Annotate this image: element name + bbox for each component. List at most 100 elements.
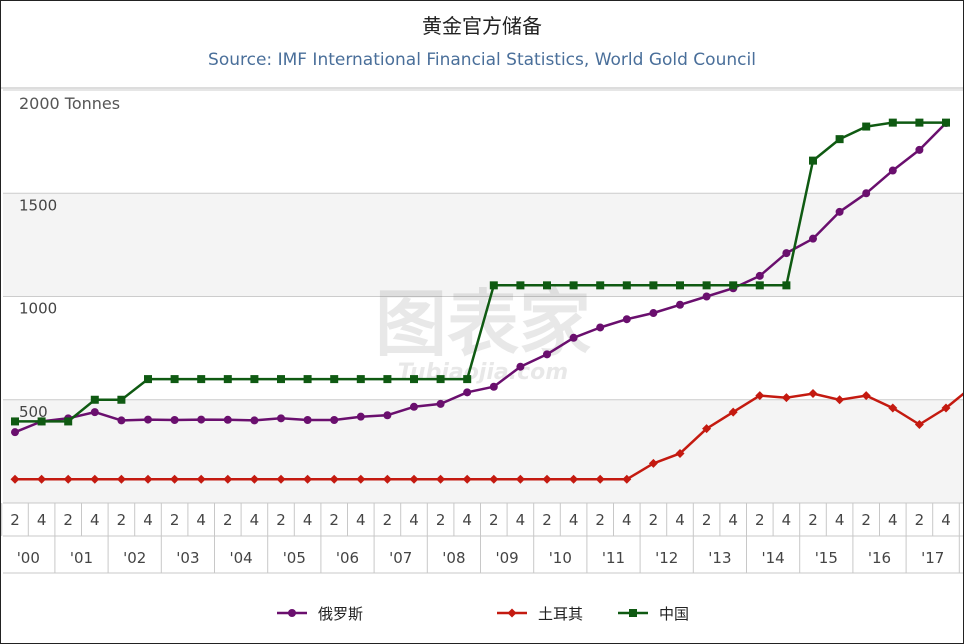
series-line [14, 122, 947, 434]
x-half-label: 4 [782, 511, 792, 529]
x-half-label: 2 [542, 511, 552, 529]
data-point [462, 474, 472, 484]
data-point [410, 375, 418, 384]
data-point [861, 391, 871, 401]
data-point [37, 474, 47, 484]
x-half-label: 2 [223, 511, 233, 529]
data-point [862, 122, 871, 131]
data-point [915, 118, 924, 127]
data-point [197, 415, 206, 424]
x-half-label: 2 [489, 511, 499, 529]
data-point [809, 234, 817, 243]
data-point [622, 281, 631, 290]
data-point [436, 399, 445, 408]
plot-band [3, 193, 963, 297]
legend-marker [507, 608, 517, 618]
x-half-label: 2 [117, 511, 127, 529]
series-line [15, 121, 946, 423]
watermark-sub: Tubiaojia.com [398, 360, 568, 385]
data-point [116, 474, 126, 484]
data-point [808, 389, 818, 399]
data-point [596, 323, 605, 332]
y-unit-label: 2000 Tonnes [19, 94, 120, 113]
x-half-label: 4 [941, 511, 951, 529]
data-point [170, 415, 179, 424]
data-point [276, 474, 286, 484]
data-point [410, 402, 418, 411]
data-point [90, 474, 100, 484]
x-year-label: '14 [761, 549, 784, 567]
x-half-label: 2 [755, 511, 765, 529]
legend-item[interactable]: 俄罗斯 [277, 605, 363, 623]
x-half-label: 4 [90, 511, 100, 529]
data-point [516, 362, 525, 371]
data-point [729, 281, 738, 290]
data-point [37, 417, 46, 426]
data-point [781, 393, 791, 403]
y-tick-label: 500 [19, 403, 48, 421]
legend-item[interactable]: 中国 [618, 605, 689, 623]
series-2 [11, 118, 950, 426]
data-point [755, 271, 764, 280]
data-point [170, 474, 180, 484]
x-half-label: 2 [702, 511, 712, 529]
x-half-label: 2 [808, 511, 818, 529]
x-year-label: '03 [176, 549, 199, 567]
x-year-label: '17 [921, 549, 944, 567]
x-half-label: 4 [728, 511, 738, 529]
x-half-label: 2 [915, 511, 925, 529]
data-point [515, 474, 525, 484]
legend-item[interactable]: 土耳其 [497, 605, 583, 623]
data-point [64, 417, 73, 426]
data-point [277, 375, 285, 384]
data-point [888, 166, 897, 175]
data-point [90, 395, 99, 404]
data-point [489, 474, 499, 484]
data-point [622, 474, 632, 484]
x-half-label: 4 [462, 511, 472, 529]
x-year-label: '15 [815, 549, 838, 567]
data-point [675, 448, 685, 458]
x-half-label: 2 [170, 511, 180, 529]
x-year-label: '08 [442, 549, 465, 567]
legend-marker [288, 609, 296, 617]
data-point [755, 391, 765, 401]
x-half-label: 4 [356, 511, 366, 529]
data-point [543, 350, 551, 359]
data-point [648, 458, 658, 468]
x-half-label: 4 [835, 511, 845, 529]
data-point [543, 281, 551, 290]
data-point [862, 189, 871, 198]
x-half-label: 4 [409, 511, 419, 529]
data-point [569, 333, 578, 342]
data-point [250, 416, 259, 425]
legend: 俄罗斯 土耳其 中国 [277, 605, 689, 623]
data-point [649, 309, 658, 318]
data-point [676, 300, 684, 309]
data-point [569, 474, 579, 484]
x-half-label: 2 [436, 511, 446, 529]
x-axis: 2 4 2 4 2 4 2 4 2 4 2 4 2 4 2 4 2 4 2 4 2 4 2 4 2 4 2 4 2 4 2 4 2 4 2 4'00 '… [1, 502, 963, 574]
data-point [809, 156, 817, 165]
data-point [649, 281, 658, 290]
data-point [382, 474, 392, 484]
data-point [90, 408, 99, 417]
data-point [223, 474, 233, 484]
x-year-label: '11 [602, 549, 625, 567]
data-point [170, 375, 179, 384]
data-point [223, 375, 232, 384]
data-point [303, 415, 312, 424]
data-point [489, 281, 498, 290]
data-point [622, 315, 631, 324]
data-point [277, 414, 285, 423]
data-point [144, 415, 152, 424]
x-half-label: 2 [595, 511, 605, 529]
x-half-label: 4 [303, 511, 313, 529]
data-point [596, 281, 605, 290]
data-point [782, 249, 791, 258]
x-year-label: '05 [283, 549, 306, 567]
data-point [569, 281, 578, 290]
x-year-label: '10 [549, 549, 572, 567]
